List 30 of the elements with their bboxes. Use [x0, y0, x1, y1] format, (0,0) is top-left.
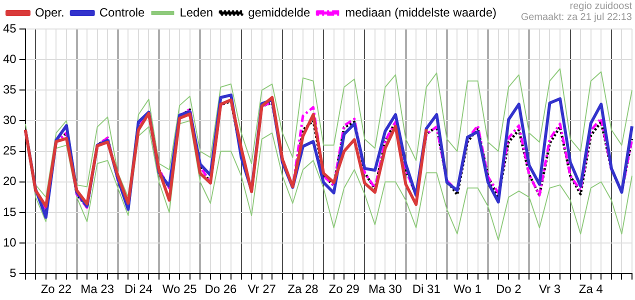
x-tick-label: Vr 3: [538, 282, 561, 296]
x-tick-label: Zo 29: [328, 282, 360, 296]
x-tick-label: Do 26: [204, 282, 238, 296]
x-tick-label: Wo 25: [162, 282, 198, 296]
x-tick-label: Za 28: [288, 282, 319, 296]
x-tick-label: Za 4: [578, 282, 604, 296]
x-tick-label: Zo 22: [40, 282, 72, 296]
y-tick-label: 45: [2, 21, 17, 36]
y-tick-label: 35: [2, 82, 17, 96]
y-tick-label: 10: [2, 235, 17, 250]
legend-label: Leden: [180, 5, 214, 20]
y-tick-label: 15: [2, 204, 17, 219]
x-tick-label: Di 24: [124, 282, 153, 296]
x-tick-label: Do 2: [496, 282, 522, 296]
text: Gemaakt: za 21 jul 22:13: [520, 12, 632, 23]
legend-label: Oper.: [35, 5, 64, 20]
y-tick-label: 20: [2, 174, 17, 188]
x-tick-label: Di 31: [412, 282, 441, 296]
legend-label: Controle: [99, 5, 146, 20]
y-tick-label: 5: [10, 266, 17, 280]
legend-label: mediaan (middelste waarde): [345, 5, 497, 20]
x-tick-label: Wo 1: [454, 282, 482, 296]
x-tick-label: Vr 27: [248, 282, 276, 296]
y-tick-label: 25: [2, 144, 17, 158]
y-tick-label: 40: [2, 52, 17, 66]
y-tick-label: 30: [2, 113, 17, 128]
x-tick-label: Ma 23: [80, 282, 114, 296]
legend-label: gemiddelde: [248, 5, 310, 20]
x-tick-label: Ma 30: [368, 282, 402, 296]
text: regio zuidoost: [570, 0, 632, 12]
